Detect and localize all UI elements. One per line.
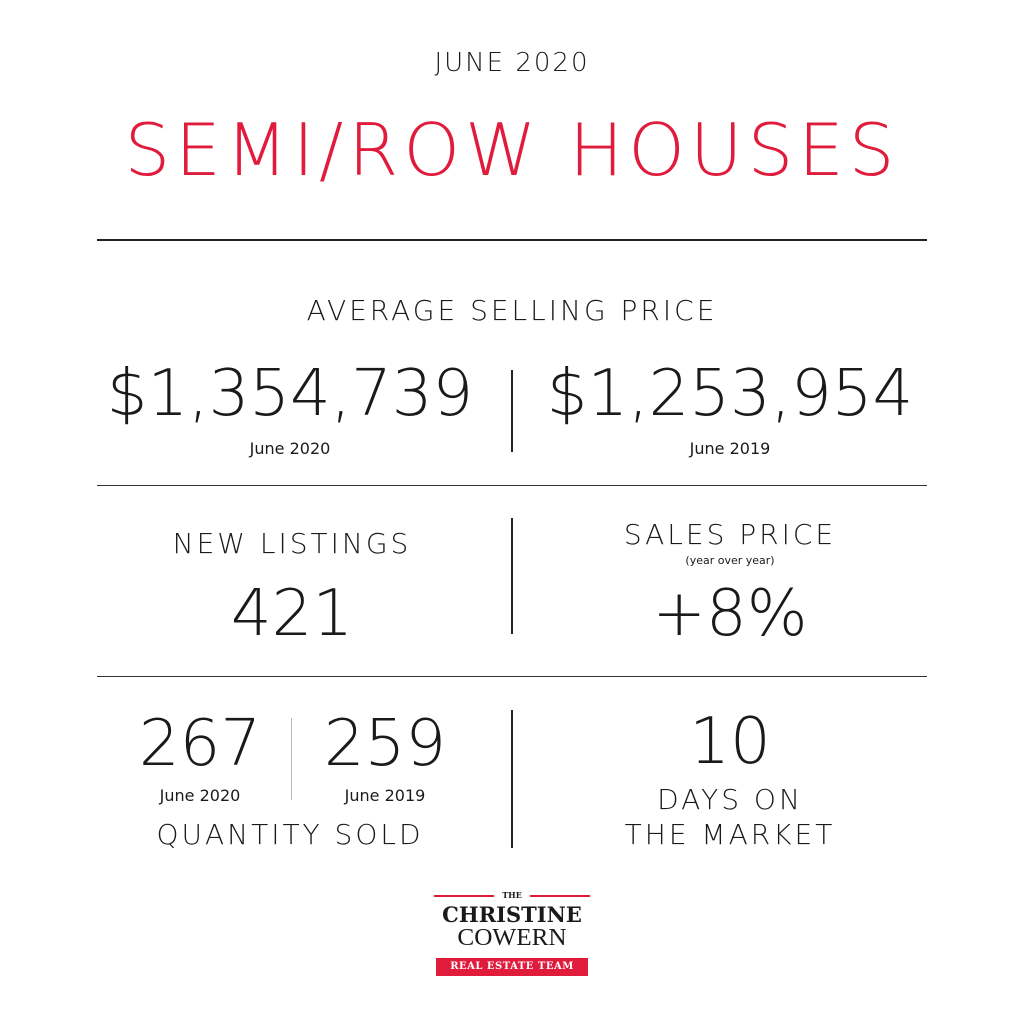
- sales-price-sublabel: (year over year): [685, 554, 775, 567]
- brand-logo: THE CHRISTINE COWERN REAL ESTATE TEAM: [432, 888, 592, 986]
- logo-tagline: REAL ESTATE TEAM: [436, 958, 588, 976]
- logo-the: THE: [502, 890, 522, 900]
- logo-accent-line-left: [434, 895, 494, 897]
- middle-divider-2: [97, 676, 927, 677]
- report-title: SEMI/ROW HOUSES: [124, 108, 900, 192]
- avg-price-2019-value: $1,253,954: [546, 357, 914, 431]
- middle-divider-1: [97, 485, 927, 486]
- sales-price-change-value: +8%: [652, 577, 808, 651]
- logo-name-line1: CHRISTINE: [442, 902, 582, 927]
- quantity-sold-2019-period: June 2019: [344, 786, 426, 805]
- days-on-market-label-line2: THE MARKET: [624, 818, 836, 851]
- avg-price-divider: [511, 370, 513, 452]
- bottom-divider: [511, 710, 513, 848]
- avg-price-2020-period: June 2020: [249, 439, 331, 458]
- days-on-market-label-line1: DAYS ON: [657, 783, 803, 816]
- quantity-sold-2020-value: 267: [138, 707, 262, 781]
- report-month: JUNE 2020: [434, 48, 590, 78]
- new-listings-label: NEW LISTINGS: [172, 527, 412, 560]
- logo-accent-line-right: [530, 895, 590, 897]
- listings-divider: [511, 518, 513, 634]
- logo-name-line2: COWERN: [457, 925, 567, 951]
- quantity-sold-2020-period: June 2020: [159, 786, 241, 805]
- sales-price-label: SALES PRICE: [623, 518, 837, 551]
- quantity-sold-2019-value: 259: [323, 707, 447, 781]
- top-divider: [97, 239, 927, 241]
- average-selling-price-label: AVERAGE SELLING PRICE: [306, 294, 718, 327]
- days-on-market-value: 10: [689, 705, 771, 779]
- new-listings-value: 421: [230, 577, 354, 651]
- quantity-sold-label: QUANTITY SOLD: [156, 818, 424, 851]
- avg-price-2019-period: June 2019: [689, 439, 771, 458]
- quantity-sold-divider: [291, 718, 292, 800]
- avg-price-2020-value: $1,354,739: [106, 357, 474, 431]
